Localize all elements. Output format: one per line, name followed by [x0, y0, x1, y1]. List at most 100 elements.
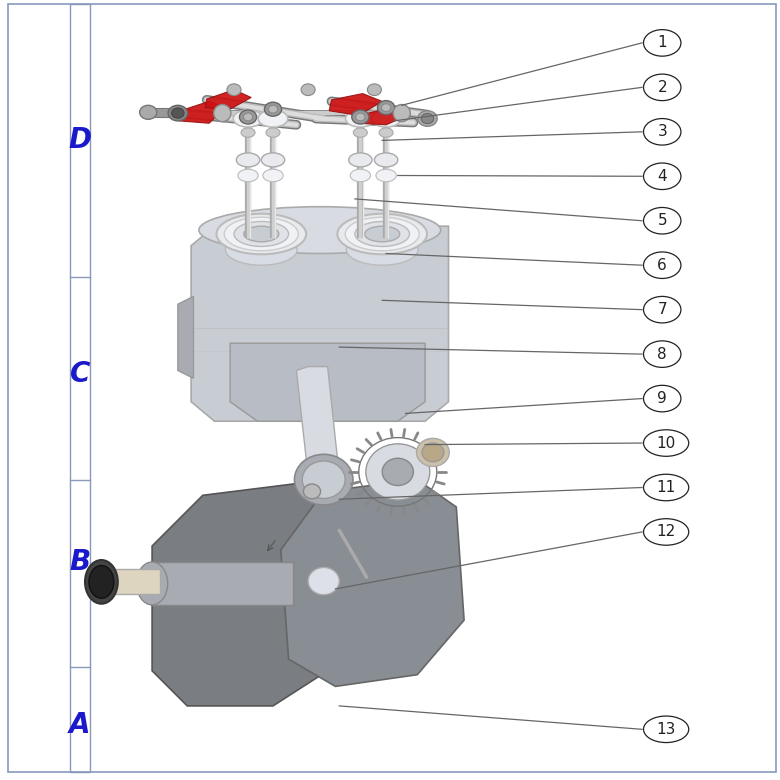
- Ellipse shape: [303, 461, 345, 498]
- Polygon shape: [191, 226, 448, 421]
- Ellipse shape: [371, 110, 401, 127]
- Ellipse shape: [258, 110, 288, 127]
- Bar: [70, 4, 90, 772]
- Ellipse shape: [356, 113, 365, 121]
- Ellipse shape: [243, 113, 253, 121]
- Ellipse shape: [644, 385, 681, 412]
- Ellipse shape: [644, 119, 681, 145]
- Ellipse shape: [422, 443, 444, 462]
- Ellipse shape: [233, 110, 263, 127]
- Ellipse shape: [421, 113, 434, 124]
- Ellipse shape: [364, 226, 399, 242]
- Ellipse shape: [214, 105, 231, 122]
- Text: 8: 8: [658, 346, 667, 362]
- Ellipse shape: [346, 234, 418, 265]
- Ellipse shape: [382, 459, 413, 485]
- Text: 1: 1: [658, 35, 667, 51]
- Polygon shape: [205, 90, 251, 109]
- Ellipse shape: [225, 217, 298, 251]
- Text: A: A: [69, 711, 90, 739]
- Ellipse shape: [199, 207, 441, 254]
- Text: 11: 11: [657, 480, 675, 495]
- Ellipse shape: [379, 128, 393, 137]
- Ellipse shape: [350, 169, 370, 182]
- Ellipse shape: [243, 226, 279, 242]
- Text: 9: 9: [658, 391, 667, 406]
- Ellipse shape: [225, 234, 297, 265]
- Ellipse shape: [374, 153, 398, 167]
- Ellipse shape: [644, 716, 689, 743]
- Ellipse shape: [172, 108, 184, 119]
- Ellipse shape: [644, 474, 689, 501]
- Ellipse shape: [264, 102, 282, 116]
- Ellipse shape: [217, 214, 307, 254]
- Polygon shape: [296, 367, 339, 476]
- Text: 5: 5: [658, 213, 667, 229]
- Text: 4: 4: [658, 168, 667, 184]
- Text: 13: 13: [657, 722, 675, 737]
- Ellipse shape: [644, 341, 681, 367]
- Text: 12: 12: [657, 524, 675, 540]
- Ellipse shape: [418, 111, 438, 126]
- Ellipse shape: [355, 222, 410, 246]
- Ellipse shape: [303, 484, 321, 499]
- Ellipse shape: [376, 169, 396, 182]
- Ellipse shape: [644, 163, 681, 190]
- Polygon shape: [178, 296, 193, 378]
- Ellipse shape: [263, 169, 283, 182]
- Ellipse shape: [239, 110, 257, 124]
- Ellipse shape: [308, 568, 339, 594]
- Ellipse shape: [241, 128, 255, 137]
- Polygon shape: [152, 484, 328, 706]
- Polygon shape: [357, 108, 407, 125]
- Ellipse shape: [381, 104, 391, 112]
- Ellipse shape: [644, 252, 681, 278]
- Text: 10: 10: [657, 435, 675, 451]
- Ellipse shape: [136, 562, 168, 605]
- Ellipse shape: [366, 444, 430, 500]
- Ellipse shape: [266, 128, 280, 137]
- Text: 3: 3: [658, 124, 667, 140]
- Ellipse shape: [644, 519, 689, 545]
- Ellipse shape: [378, 101, 395, 115]
- Polygon shape: [230, 343, 425, 421]
- Ellipse shape: [268, 105, 278, 113]
- Ellipse shape: [367, 84, 381, 96]
- Ellipse shape: [168, 105, 187, 121]
- Ellipse shape: [644, 296, 681, 323]
- Ellipse shape: [337, 214, 427, 254]
- Polygon shape: [178, 101, 226, 123]
- Ellipse shape: [236, 153, 260, 167]
- Ellipse shape: [140, 105, 157, 119]
- Ellipse shape: [346, 110, 375, 127]
- Polygon shape: [101, 569, 160, 594]
- Ellipse shape: [417, 438, 449, 466]
- Polygon shape: [148, 108, 181, 117]
- Ellipse shape: [238, 169, 258, 182]
- Bar: [152, 562, 292, 605]
- Ellipse shape: [295, 454, 353, 505]
- Ellipse shape: [352, 110, 369, 124]
- Text: 7: 7: [658, 302, 667, 317]
- Text: D: D: [69, 126, 91, 154]
- Ellipse shape: [301, 84, 315, 96]
- Ellipse shape: [261, 153, 285, 167]
- Polygon shape: [281, 480, 464, 686]
- Text: B: B: [69, 548, 90, 576]
- Ellipse shape: [644, 30, 681, 56]
- Ellipse shape: [227, 84, 241, 96]
- Ellipse shape: [89, 566, 114, 598]
- Ellipse shape: [644, 430, 689, 456]
- Ellipse shape: [85, 560, 118, 604]
- Ellipse shape: [393, 105, 410, 122]
- Ellipse shape: [234, 222, 289, 246]
- Text: C: C: [69, 360, 90, 388]
- Ellipse shape: [644, 207, 681, 234]
- Ellipse shape: [345, 217, 420, 251]
- Text: 6: 6: [658, 257, 667, 273]
- Ellipse shape: [353, 128, 367, 137]
- Ellipse shape: [644, 74, 681, 101]
- Polygon shape: [329, 94, 382, 115]
- Ellipse shape: [349, 153, 372, 167]
- Text: 2: 2: [658, 80, 667, 95]
